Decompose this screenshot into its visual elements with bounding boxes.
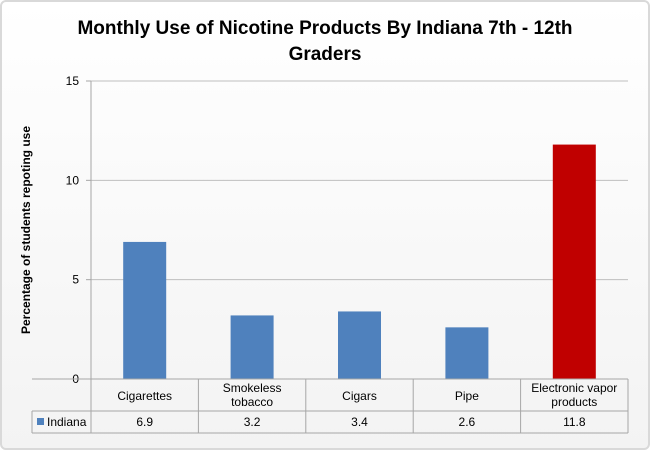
chart-title-line-1: Monthly Use of Nicotine Products By Indi… [77, 18, 573, 39]
bar-0 [123, 241, 167, 379]
y-tick-label: 5 [72, 273, 79, 287]
bar-3 [445, 327, 489, 379]
bar-1 [230, 315, 274, 379]
y-tick-label: 15 [66, 74, 80, 88]
y-tick-label: 10 [66, 173, 80, 187]
category-label: products [551, 395, 597, 409]
data-table-value: 3.2 [244, 415, 261, 429]
bar-2 [338, 311, 381, 379]
data-table-value: 2.6 [459, 415, 476, 429]
category-label: tobacco [231, 395, 273, 409]
category-label: Cigars [342, 389, 377, 403]
category-label: Electronic vapor [531, 381, 617, 395]
legend-label-indiana: Indiana [47, 415, 87, 429]
data-table-value: 11.8 [563, 415, 586, 429]
category-label: Cigarettes [117, 389, 172, 403]
data-table-value: 3.4 [351, 415, 368, 429]
chart-title: Monthly Use of Nicotine Products By Indi… [0, 16, 650, 68]
chart-title-line-2: Graders [288, 44, 362, 65]
legend-key-indiana [37, 418, 44, 425]
category-label: Pipe [455, 389, 479, 403]
bar-4 [552, 144, 596, 379]
data-table-value: 6.9 [136, 415, 153, 429]
category-label: Smokeless [223, 381, 282, 395]
